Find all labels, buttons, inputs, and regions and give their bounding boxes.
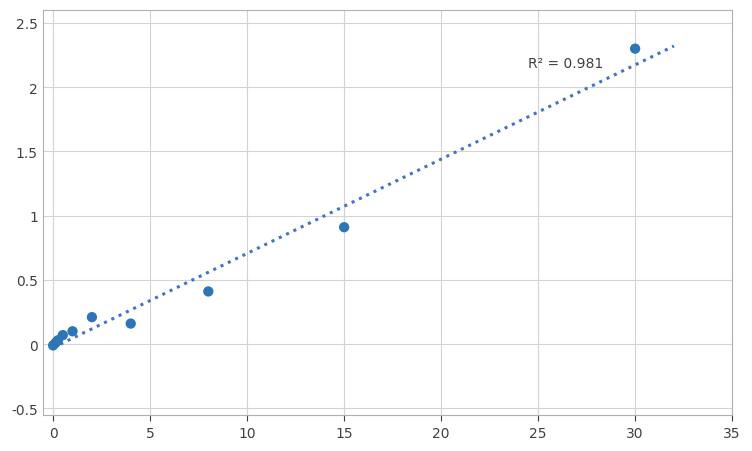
Point: [338, 224, 350, 231]
Point: [52, 337, 64, 344]
Text: R² = 0.981: R² = 0.981: [529, 57, 604, 71]
Point: [202, 288, 214, 295]
Point: [629, 46, 641, 53]
Point: [47, 342, 59, 349]
Point: [86, 314, 98, 321]
Point: [125, 320, 137, 327]
Point: [57, 332, 69, 339]
Point: [66, 328, 78, 335]
Point: [50, 340, 62, 347]
